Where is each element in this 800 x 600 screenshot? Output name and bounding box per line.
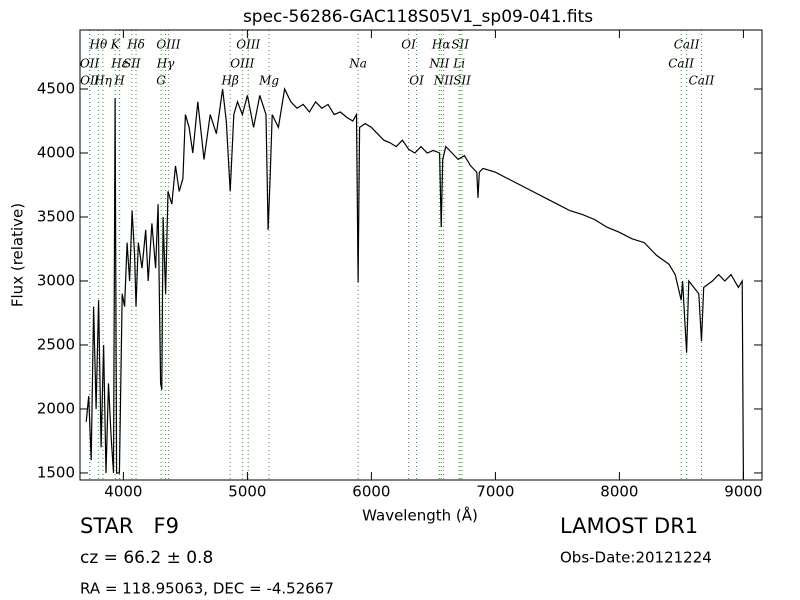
coordinates: RA = 118.95063, DEC = -4.52667 xyxy=(80,580,334,598)
spectral-line-label: OIII xyxy=(156,38,180,52)
spectral-line-label: SII xyxy=(123,57,141,71)
survey: LAMOST DR1 xyxy=(560,514,698,538)
y-tick-label: 3500 xyxy=(37,207,75,225)
redshift: cz = 66.2 ± 0.8 xyxy=(80,548,213,568)
chart-title: spec-56286-GAC118S05V1_sp09-041.fits xyxy=(243,7,593,27)
spectral-line-label: SII xyxy=(451,38,469,52)
spectral-line-label: NII xyxy=(433,74,454,88)
spectral-line-label: OI xyxy=(409,74,424,88)
y-tick-label: 2000 xyxy=(37,399,75,417)
y-tick-label: 1500 xyxy=(37,463,75,481)
spectral-line-label: CaII xyxy=(668,57,694,71)
x-tick-label: 7000 xyxy=(476,483,514,501)
spectral-line-label: OIII xyxy=(236,38,260,52)
x-tick-label: 4000 xyxy=(104,483,142,501)
spectral-line-label: OII xyxy=(80,74,100,88)
spectral-line-label: Na xyxy=(348,57,367,71)
spectral-line-label: Hθ xyxy=(89,38,108,52)
y-axis-label: Flux (relative) xyxy=(9,203,27,307)
spectral-line-label: Hδ xyxy=(126,38,145,52)
spectrum-line xyxy=(85,87,744,480)
spectral-line-label: Hβ xyxy=(220,74,238,88)
y-tick-label: 4000 xyxy=(37,143,75,161)
obs-date: Obs-Date:20121224 xyxy=(560,549,712,567)
y-tick-label: 3000 xyxy=(37,271,75,289)
spectral-line-label: Li xyxy=(452,57,465,71)
spectral-line-label: G xyxy=(156,74,166,88)
spectral-line-label: Hγ xyxy=(156,57,175,71)
plot-frame xyxy=(79,29,763,481)
x-tick-label: 5000 xyxy=(228,483,266,501)
spectral-line-label: SII xyxy=(453,74,471,88)
spectral-line-label: CaII xyxy=(674,38,700,52)
spectral-line-label: OIII xyxy=(230,57,254,71)
spectral-line-label: CaII xyxy=(689,74,715,88)
x-tick-label: 8000 xyxy=(600,483,638,501)
object-class: STAR F9 xyxy=(80,514,179,538)
y-tick-label: 4500 xyxy=(37,80,75,98)
spectral-line-label: Hα xyxy=(431,38,451,52)
spectral-line-label: NII xyxy=(428,57,449,71)
spectral-line-label: OII xyxy=(80,57,100,71)
spectral-line-label: OI xyxy=(401,38,416,52)
spectral-line-label: Hη xyxy=(93,74,112,88)
x-tick-label: 6000 xyxy=(352,483,390,501)
x-tick-label: 9000 xyxy=(724,483,762,501)
spectral-line-label: Mg xyxy=(258,74,279,88)
y-tick-label: 2500 xyxy=(37,335,75,353)
spectral-line-label: Hε xyxy=(110,57,128,71)
spectral-line-label: H xyxy=(113,74,125,88)
x-axis-label: Wavelength (Å) xyxy=(362,506,478,525)
spectral-line-label: K xyxy=(110,38,121,52)
